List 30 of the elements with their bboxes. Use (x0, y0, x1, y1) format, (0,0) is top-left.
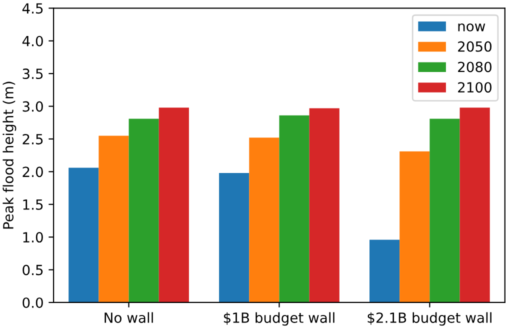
x-tick-label: $2.1B budget wall (368, 312, 492, 326)
bar (219, 172, 250, 302)
x-tick-label: $1B budget wall (224, 312, 334, 326)
bar (158, 108, 189, 302)
legend-label: now (458, 23, 486, 32)
y-tick-label: 0.5 (22, 264, 43, 276)
bar (68, 168, 99, 302)
legend-label: 2080 (458, 62, 492, 72)
y-tick-label: 1.0 (23, 232, 43, 243)
y-axis-title: Peak flood height (m) (2, 82, 16, 229)
y-tick-label: 3.5 (22, 68, 43, 80)
bar (309, 108, 340, 302)
y-tick-label: 2.0 (22, 166, 43, 178)
y-tick-label: 2.5 (22, 134, 43, 144)
bar (128, 118, 159, 302)
y-tick-label: 4.5 (22, 3, 43, 14)
bar (430, 118, 460, 302)
bar (279, 115, 310, 302)
bar (249, 138, 280, 302)
bar (98, 136, 129, 302)
bar (400, 151, 430, 302)
y-tick-label: 1.5 (23, 200, 43, 210)
bar (460, 108, 490, 302)
y-tick-label: 0.0 (22, 297, 43, 308)
bar (369, 240, 400, 302)
y-tick-label: 4.0 (22, 36, 43, 46)
legend-label: 2050 (458, 41, 492, 52)
y-tick-label: 3.0 (22, 101, 43, 112)
x-tick-label: No wall (104, 312, 153, 323)
legend-label: 2100 (458, 82, 492, 93)
